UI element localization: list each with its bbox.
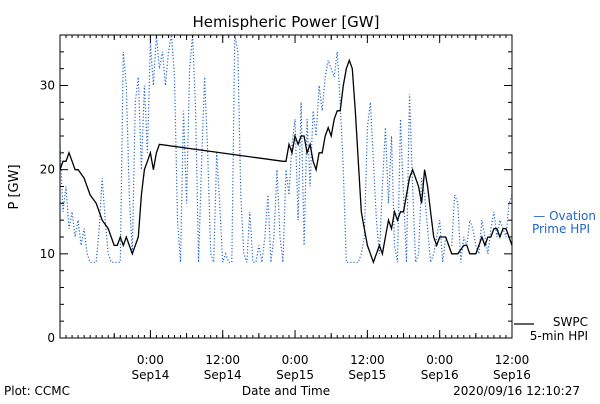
plot-area: 01020300:00Sep1412:00Sep140:00Sep1512:00… (40, 34, 531, 382)
y-tick-label: 10 (40, 247, 55, 261)
series-line-ovation-prime-hpi (60, 35, 512, 263)
plot-credit: Plot: CCMC (4, 384, 70, 398)
x-tick-label-date: Sep16 (493, 368, 531, 382)
y-axis-label: P [GW] (7, 164, 22, 209)
x-tick-label-time: 12:00 (495, 353, 530, 367)
legend-ovation-line1: — Ovation (533, 209, 596, 223)
x-tick-label-time: 0:00 (426, 353, 453, 367)
y-tick-label: 20 (40, 163, 55, 177)
x-tick-label-date: Sep14 (131, 368, 169, 382)
legend-swpc-line2: 5-min HPI (530, 329, 588, 343)
plot-timestamp: 2020/09/16 12:10:27 (453, 384, 580, 398)
y-tick-label: 30 (40, 79, 55, 93)
x-tick-label-date: Sep15 (276, 368, 314, 382)
plot-frame (59, 34, 513, 339)
x-tick-label-date: Sep15 (348, 368, 386, 382)
legend-swpc-line1: SWPC (553, 315, 588, 329)
x-tick-label-date: Sep14 (204, 368, 242, 382)
x-tick-label-time: 12:00 (350, 353, 385, 367)
x-tick-label-date: Sep16 (421, 368, 459, 382)
x-axis-label: Date and Time (242, 384, 330, 398)
x-tick-label-time: 12:00 (205, 353, 240, 367)
series-line-5-min-hpi (60, 58, 512, 265)
chart-title: Hemispheric Power [GW] (193, 13, 380, 31)
x-tick-label-time: 0:00 (282, 353, 309, 367)
y-tick-label: 0 (47, 331, 55, 345)
legend-ovation-line2: Prime HPI (532, 222, 590, 236)
x-tick-label-time: 0:00 (137, 353, 164, 367)
